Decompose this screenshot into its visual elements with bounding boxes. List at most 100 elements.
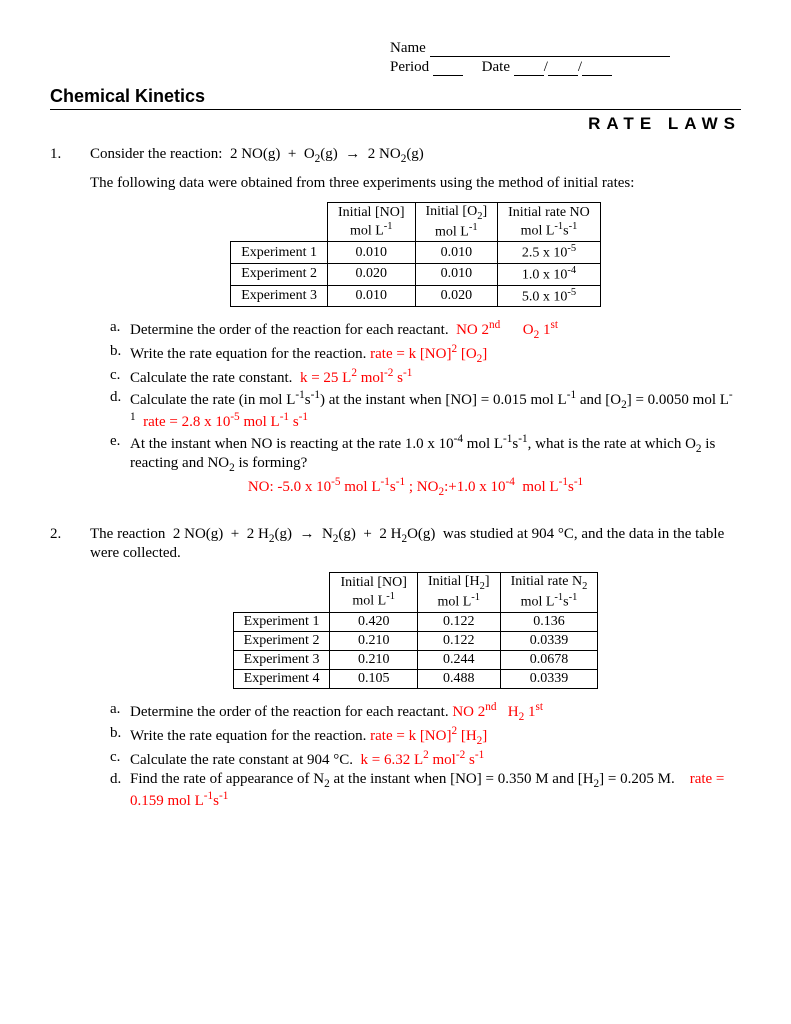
table-cell: 0.210 bbox=[330, 631, 417, 650]
table-cell: Experiment 2 bbox=[231, 264, 328, 286]
table-row: Experiment 40.1050.4880.0339 bbox=[233, 669, 598, 688]
sub-item: e.At the instant when NO is reacting at … bbox=[110, 433, 741, 474]
sub-item: d.Calculate the rate (in mol L-1s-1) at … bbox=[110, 389, 741, 431]
table-row: Experiment 20.2100.1220.0339 bbox=[233, 631, 598, 650]
table-cell: 0.105 bbox=[330, 669, 417, 688]
table-cell: 0.244 bbox=[417, 650, 500, 669]
table-cell: 0.010 bbox=[415, 242, 498, 264]
table-cell: Experiment 3 bbox=[231, 285, 328, 307]
table-header-cell: Initial [O2]mol L-1 bbox=[415, 203, 498, 242]
date-blank-3[interactable] bbox=[582, 75, 612, 76]
answer-text: rate = 2.8 x 10-5 mol L-1 s-1 bbox=[136, 414, 308, 430]
sub-text: At the instant when NO is reacting at th… bbox=[130, 433, 741, 474]
date-blank-2[interactable] bbox=[548, 75, 578, 76]
table-row: Experiment 10.4200.1220.136 bbox=[233, 612, 598, 631]
table-cell: Experiment 1 bbox=[233, 612, 330, 631]
table-cell: 0.122 bbox=[417, 631, 500, 650]
sub-letter: b. bbox=[110, 725, 130, 747]
sub-letter: d. bbox=[110, 389, 130, 431]
sub-letter: e. bbox=[110, 433, 130, 474]
table-header-cell: Initial [H2]mol L-1 bbox=[417, 573, 500, 612]
question-number: 1. bbox=[50, 146, 90, 506]
question-number: 2. bbox=[50, 526, 90, 811]
question: 2.The reaction 2 NO(g) + 2 H2(g) → N2(g)… bbox=[50, 526, 741, 811]
question-body: The reaction 2 NO(g) + 2 H2(g) → N2(g) +… bbox=[90, 526, 741, 811]
answer-text: NO 2nd H2 1st bbox=[449, 704, 543, 720]
sub-item: c.Calculate the rate constant at 904 °C.… bbox=[110, 749, 741, 769]
table-header-cell bbox=[231, 203, 328, 242]
table-header-cell: Initial rate N2mol L-1s-1 bbox=[500, 573, 598, 612]
name-blank[interactable] bbox=[430, 56, 670, 57]
table-cell: 0.010 bbox=[328, 242, 415, 264]
table-cell: 0.122 bbox=[417, 612, 500, 631]
table-cell: 0.010 bbox=[328, 285, 415, 307]
table-cell: 0.020 bbox=[415, 285, 498, 307]
sub-letter: a. bbox=[110, 319, 130, 341]
sub-letter: c. bbox=[110, 367, 130, 387]
table-header-cell: Initial [NO]mol L-1 bbox=[330, 573, 417, 612]
table-cell: 0.020 bbox=[328, 264, 415, 286]
answer-text: rate = 0.159 mol L-1s-1 bbox=[130, 771, 724, 809]
date-blank-1[interactable] bbox=[514, 75, 544, 76]
table-cell: 0.488 bbox=[417, 669, 500, 688]
page-subtitle: RATE LAWS bbox=[50, 114, 741, 134]
table-cell: Experiment 4 bbox=[233, 669, 330, 688]
table-row: Experiment 20.0200.0101.0 x 10-4 bbox=[231, 264, 601, 286]
question-body: Consider the reaction: 2 NO(g) + O2(g) →… bbox=[90, 146, 741, 506]
center-answer: NO: -5.0 x 10-5 mol L-1s-1 ; NO2:+1.0 x … bbox=[90, 476, 741, 498]
sub-item: d.Find the rate of appearance of N2 at t… bbox=[110, 771, 741, 810]
sub-letter: c. bbox=[110, 749, 130, 769]
table-cell: 1.0 x 10-4 bbox=[498, 264, 601, 286]
table-header-cell bbox=[233, 573, 330, 612]
table-cell: 0.0678 bbox=[500, 650, 598, 669]
sub-item: b.Write the rate equation for the reacti… bbox=[110, 725, 741, 747]
sub-list: a.Determine the order of the reaction fo… bbox=[110, 319, 741, 474]
answer-text: rate = k [NO]2 [O2] bbox=[366, 346, 487, 362]
answer-text: NO 2nd O2 1st bbox=[449, 322, 558, 338]
sub-text: Write the rate equation for the reaction… bbox=[130, 343, 741, 365]
questions-container: 1.Consider the reaction: 2 NO(g) + O2(g)… bbox=[50, 146, 741, 812]
table-cell: 0.420 bbox=[330, 612, 417, 631]
question: 1.Consider the reaction: 2 NO(g) + O2(g)… bbox=[50, 146, 741, 506]
period-blank[interactable] bbox=[433, 75, 463, 76]
table-cell: 0.0339 bbox=[500, 631, 598, 650]
answer-text: k = 25 L2 mol-2 s-1 bbox=[292, 370, 412, 386]
table-cell: 0.210 bbox=[330, 650, 417, 669]
sub-item: b.Write the rate equation for the reacti… bbox=[110, 343, 741, 365]
question-desc: The following data were obtained from th… bbox=[90, 175, 741, 192]
sub-letter: b. bbox=[110, 343, 130, 365]
table-cell: Experiment 1 bbox=[231, 242, 328, 264]
sub-text: Determine the order of the reaction for … bbox=[130, 701, 741, 723]
sub-text: Find the rate of appearance of N2 at the… bbox=[130, 771, 741, 810]
table-cell: 0.0339 bbox=[500, 669, 598, 688]
sub-item: c.Calculate the rate constant. k = 25 L2… bbox=[110, 367, 741, 387]
answer-text: rate = k [NO]2 [H2] bbox=[366, 728, 487, 744]
sub-text: Calculate the rate constant. k = 25 L2 m… bbox=[130, 367, 741, 387]
page-title: Chemical Kinetics bbox=[50, 86, 741, 107]
sub-text: Determine the order of the reaction for … bbox=[130, 319, 741, 341]
data-table: Initial [NO]mol L-1Initial [O2]mol L-1In… bbox=[230, 202, 601, 307]
question-intro: Consider the reaction: 2 NO(g) + O2(g) →… bbox=[90, 146, 741, 165]
sub-text: Write the rate equation for the reaction… bbox=[130, 725, 741, 747]
table-cell: 2.5 x 10-5 bbox=[498, 242, 601, 264]
data-table: Initial [NO]mol L-1Initial [H2]mol L-1In… bbox=[233, 572, 599, 688]
date-label: Date bbox=[482, 59, 510, 75]
sub-item: a.Determine the order of the reaction fo… bbox=[110, 701, 741, 723]
question-intro: The reaction 2 NO(g) + 2 H2(g) → N2(g) +… bbox=[90, 526, 741, 562]
table-header-cell: Initial rate NOmol L-1s-1 bbox=[498, 203, 601, 242]
sub-letter: d. bbox=[110, 771, 130, 810]
sub-text: Calculate the rate (in mol L-1s-1) at th… bbox=[130, 389, 741, 431]
table-cell: 0.010 bbox=[415, 264, 498, 286]
name-label: Name bbox=[390, 40, 426, 56]
table-row: Experiment 10.0100.0102.5 x 10-5 bbox=[231, 242, 601, 264]
table-header-cell: Initial [NO]mol L-1 bbox=[328, 203, 415, 242]
answer-text: k = 6.32 L2 mol-2 s-1 bbox=[353, 752, 484, 768]
table-row: Experiment 30.2100.2440.0678 bbox=[233, 650, 598, 669]
divider bbox=[50, 109, 741, 110]
table-cell: Experiment 2 bbox=[233, 631, 330, 650]
period-label: Period bbox=[390, 59, 429, 75]
sub-text: Calculate the rate constant at 904 °C. k… bbox=[130, 749, 741, 769]
table-row: Experiment 30.0100.0205.0 x 10-5 bbox=[231, 285, 601, 307]
table-cell: 0.136 bbox=[500, 612, 598, 631]
sub-item: a.Determine the order of the reaction fo… bbox=[110, 319, 741, 341]
